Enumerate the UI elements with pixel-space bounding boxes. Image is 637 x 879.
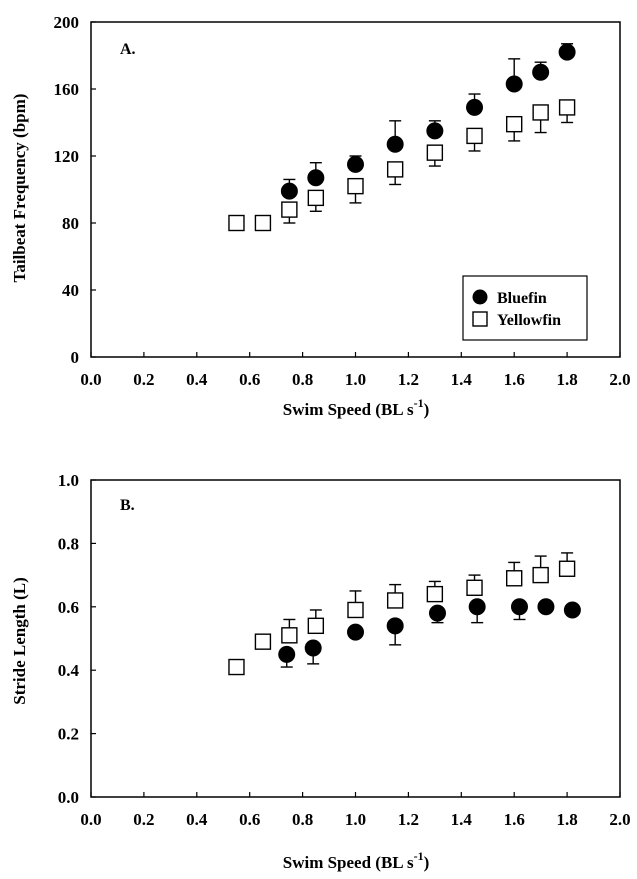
point-bluefin-a bbox=[505, 75, 523, 93]
point-bluefin-a bbox=[532, 63, 550, 81]
x-tick-label-b: 0.4 bbox=[186, 810, 208, 829]
point-yellowfin-b bbox=[307, 617, 325, 635]
point-bluefin-b bbox=[304, 639, 322, 657]
y-tick-label-a: 200 bbox=[54, 13, 80, 32]
x-tick-label-a: 2.0 bbox=[609, 370, 630, 389]
point-bluefin-a bbox=[426, 122, 444, 140]
y-tick-label-b: 0.0 bbox=[58, 788, 79, 807]
point-bluefin-b bbox=[428, 604, 446, 622]
point-yellowfin-a bbox=[281, 201, 298, 218]
point-yellowfin-a bbox=[347, 177, 364, 195]
point-yellowfin-a bbox=[466, 127, 483, 145]
x-tick-label-b: 1.4 bbox=[451, 810, 473, 829]
y-axis-title-a: Tailbeat Frequency (bpm) bbox=[10, 94, 29, 283]
legend-marker-yellowfin bbox=[472, 311, 488, 327]
y-tick-label-b: 1.0 bbox=[58, 471, 79, 490]
point-yellowfin-a bbox=[532, 104, 549, 121]
panel-b: Stride Length (L) Swim Speed (BL s-1) 0.… bbox=[10, 471, 631, 872]
point-bluefin-b bbox=[278, 645, 296, 663]
point-bluefin-a bbox=[280, 182, 298, 200]
x-tick-label-b: 1.2 bbox=[398, 810, 419, 829]
point-bluefin-a bbox=[307, 169, 325, 187]
legend-label-bluefin: Bluefin bbox=[497, 290, 547, 307]
x-tick-label-a: 1.6 bbox=[504, 370, 525, 389]
x-tick-label-b: 0.6 bbox=[239, 810, 260, 829]
x-tick-label-b: 0.2 bbox=[133, 810, 154, 829]
x-tick-label-a: 0.2 bbox=[133, 370, 154, 389]
y-tick-label-a: 0 bbox=[71, 348, 80, 367]
point-bluefin-b bbox=[347, 623, 364, 641]
y-tick-label-b: 0.6 bbox=[58, 598, 79, 617]
y-tick-label-a: 80 bbox=[62, 214, 79, 233]
x-tick-label-a: 0.8 bbox=[292, 370, 313, 389]
x-tick-label-a: 0.4 bbox=[186, 370, 208, 389]
point-yellowfin-b bbox=[558, 560, 576, 577]
x-tick-label-a: 0.6 bbox=[239, 370, 260, 389]
x-tick-label-b: 0.0 bbox=[80, 810, 101, 829]
point-yellowfin-b bbox=[347, 601, 364, 619]
x-tick-label-a: 1.0 bbox=[345, 370, 366, 389]
point-yellowfin-b bbox=[506, 570, 523, 587]
x-tick-label-b: 1.6 bbox=[504, 810, 525, 829]
panel-label-a: A. bbox=[120, 41, 136, 58]
point-bluefin-a bbox=[558, 43, 576, 61]
y-tick-label-a: 160 bbox=[54, 80, 80, 99]
y-tick-label-a: 120 bbox=[54, 147, 80, 166]
point-yellowfin-b bbox=[228, 658, 245, 676]
x-tick-label-a: 1.8 bbox=[556, 370, 577, 389]
x-tick-label-b: 0.8 bbox=[292, 810, 313, 829]
point-yellowfin-a bbox=[228, 214, 245, 232]
y-axis-title-b: Stride Length (L) bbox=[10, 577, 29, 705]
point-bluefin-b bbox=[468, 598, 486, 616]
x-tick-label-a: 1.2 bbox=[398, 370, 419, 389]
point-yellowfin-a bbox=[307, 189, 325, 207]
y-tick-label-a: 40 bbox=[62, 281, 79, 300]
point-bluefin-b bbox=[537, 598, 555, 616]
point-yellowfin-b bbox=[532, 566, 549, 584]
point-yellowfin-b bbox=[426, 585, 444, 603]
legend-label-yellowfin: Yellowfin bbox=[497, 312, 561, 329]
point-bluefin-b bbox=[510, 598, 528, 616]
point-yellowfin-b bbox=[254, 633, 272, 650]
point-bluefin-a bbox=[466, 98, 484, 116]
x-tick-label-a: 0.0 bbox=[80, 370, 101, 389]
legend-marker-bluefin bbox=[472, 289, 488, 305]
point-yellowfin-a bbox=[254, 214, 272, 232]
point-yellowfin-a bbox=[558, 99, 576, 116]
x-tick-label-b: 2.0 bbox=[609, 810, 630, 829]
x-tick-label-b: 1.0 bbox=[345, 810, 366, 829]
point-yellowfin-b bbox=[466, 579, 483, 596]
point-bluefin-b bbox=[563, 601, 581, 619]
point-yellowfin-b bbox=[386, 592, 404, 609]
legend-box-a bbox=[462, 275, 588, 341]
x-axis-title-a: Swim Speed (BL s-1) bbox=[283, 396, 430, 419]
point-yellowfin-a bbox=[386, 161, 404, 178]
x-axis-title-b: Swim Speed (BL s-1) bbox=[283, 849, 430, 872]
point-yellowfin-a bbox=[426, 144, 444, 161]
y-tick-label-b: 0.4 bbox=[58, 661, 80, 680]
y-tick-label-b: 0.8 bbox=[58, 534, 79, 553]
x-tick-label-a: 1.4 bbox=[451, 370, 473, 389]
point-yellowfin-a bbox=[506, 115, 523, 133]
point-bluefin-a bbox=[347, 155, 364, 173]
panel-a: Tailbeat Frequency (bpm) Swim Speed (BL … bbox=[10, 13, 631, 419]
point-bluefin-a bbox=[386, 135, 404, 153]
y-tick-label-b: 0.2 bbox=[58, 725, 79, 744]
point-yellowfin-b bbox=[281, 627, 298, 644]
panel-label-b: B. bbox=[120, 497, 135, 514]
point-bluefin-b bbox=[386, 617, 404, 635]
x-tick-label-b: 1.8 bbox=[556, 810, 577, 829]
